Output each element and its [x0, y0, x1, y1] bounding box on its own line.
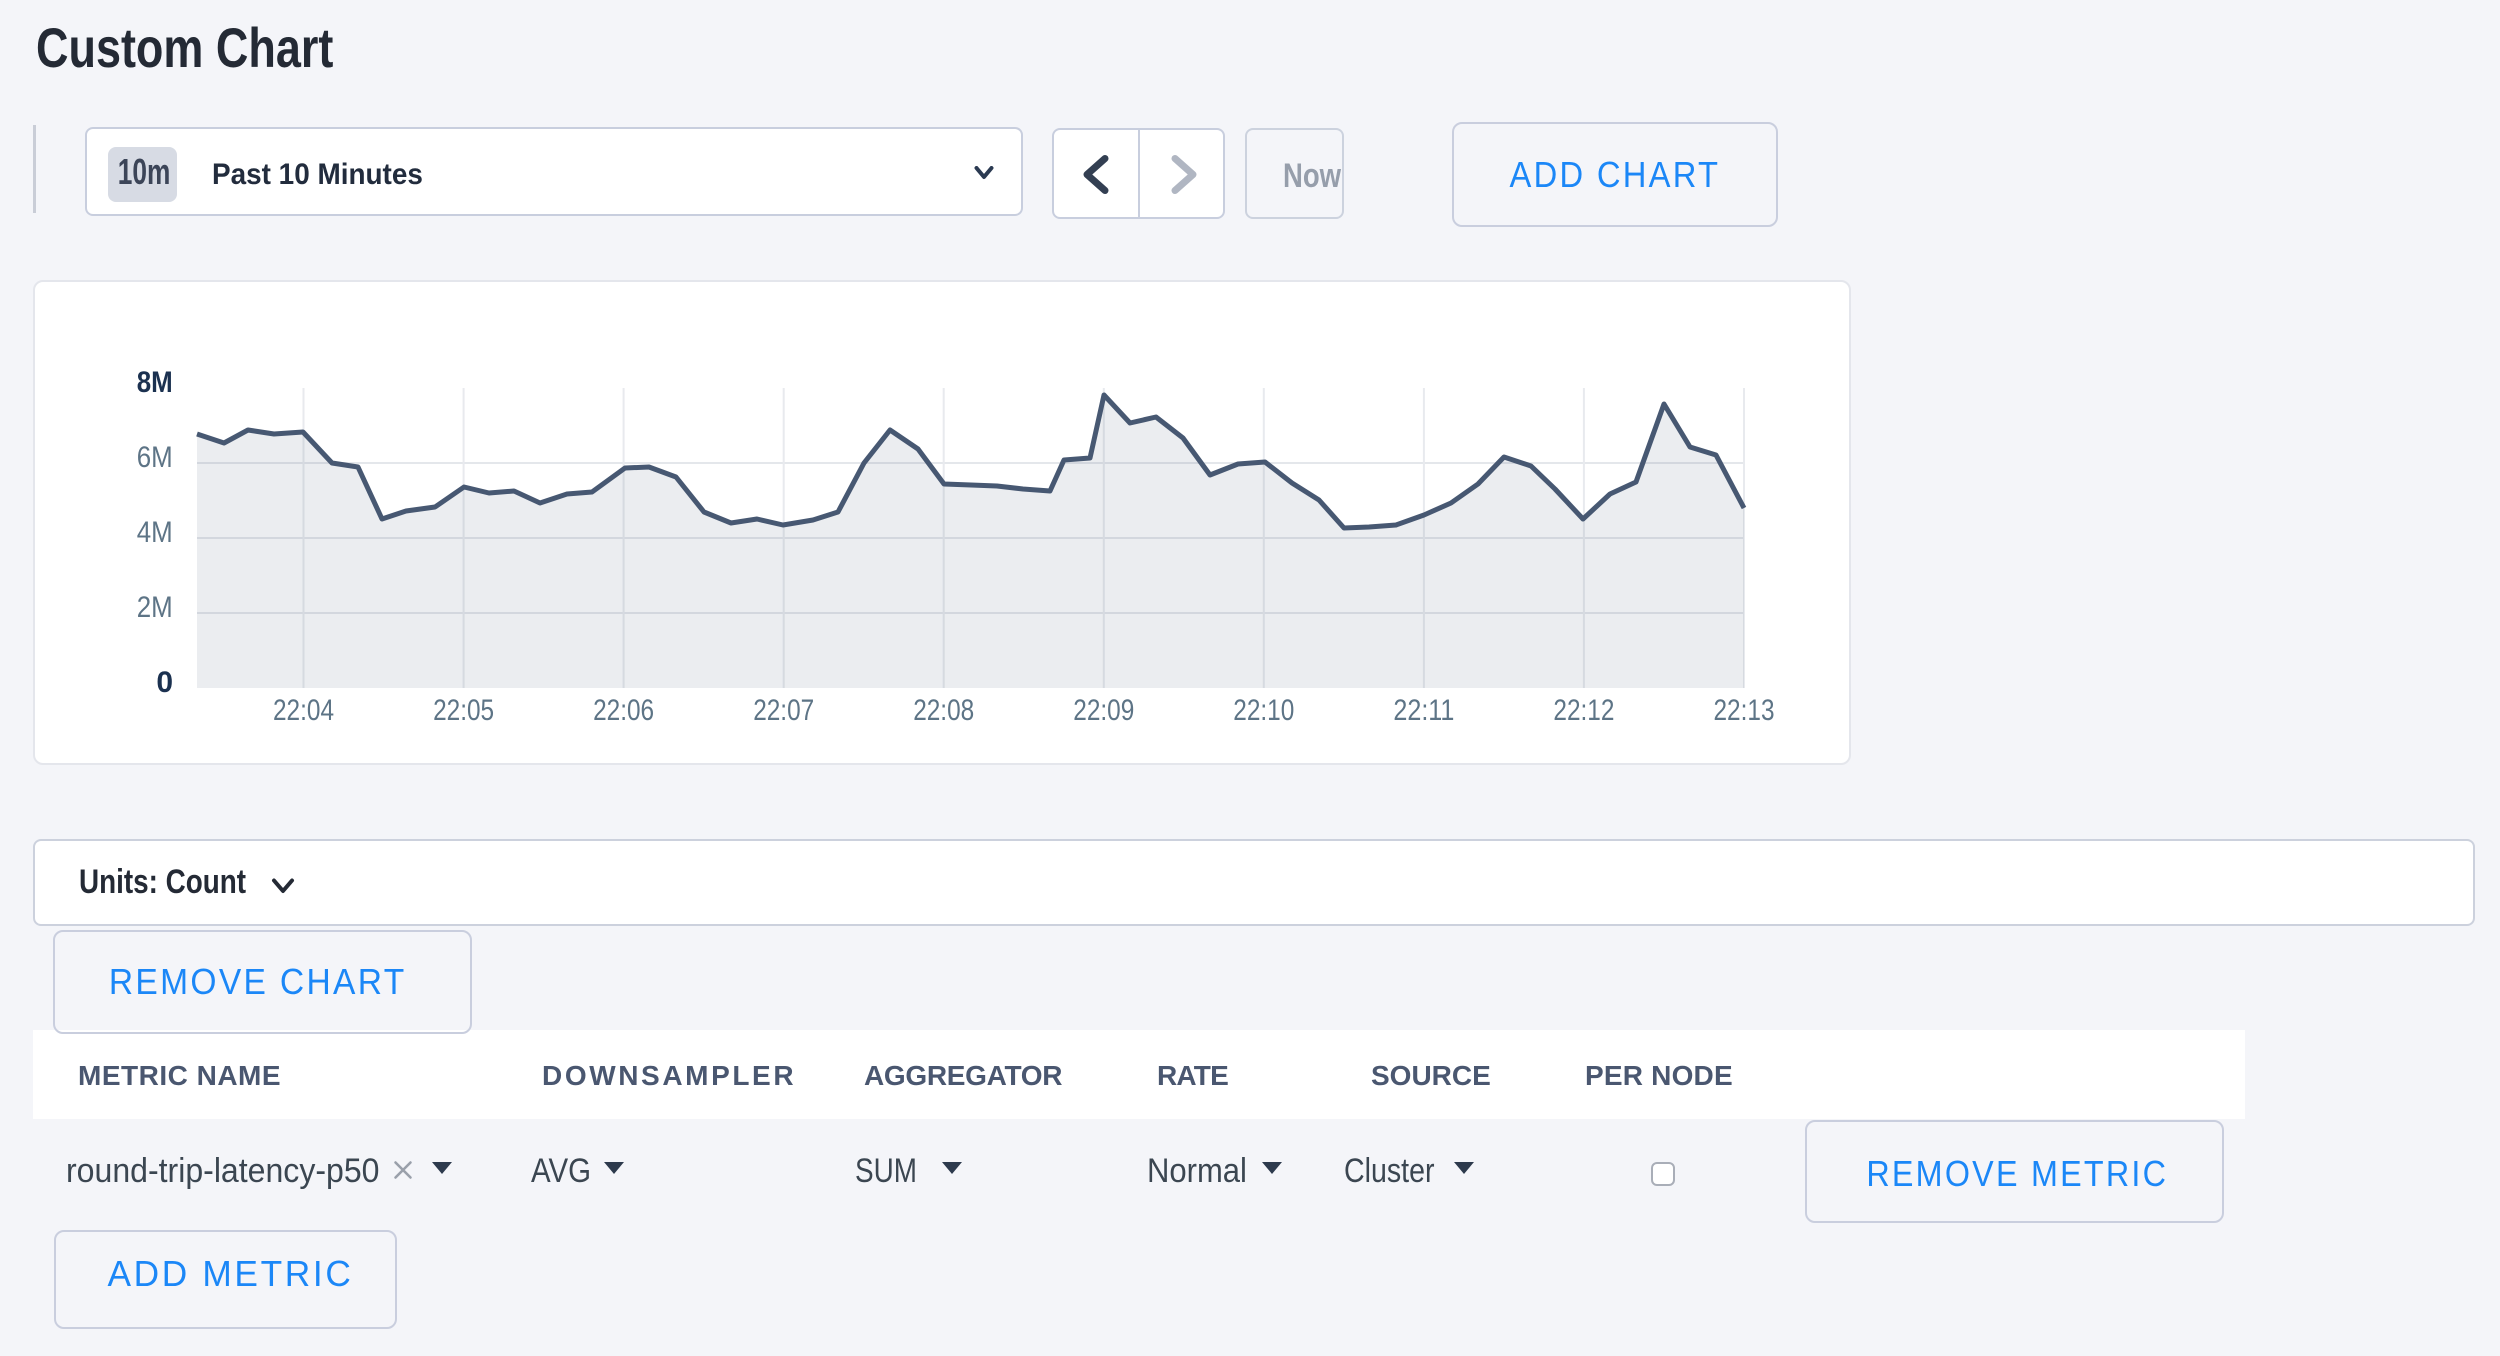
svg-text:22:13: 22:13 — [1714, 694, 1775, 727]
svg-text:22:04: 22:04 — [273, 694, 334, 727]
svg-text:22:07: 22:07 — [753, 694, 814, 727]
svg-text:22:11: 22:11 — [1393, 694, 1454, 727]
svg-text:22:10: 22:10 — [1233, 694, 1294, 727]
svg-text:22:06: 22:06 — [593, 694, 654, 727]
svg-text:22:09: 22:09 — [1073, 694, 1134, 727]
svg-text:22:05: 22:05 — [433, 694, 494, 727]
svg-text:22:08: 22:08 — [913, 694, 974, 727]
svg-text:22:12: 22:12 — [1553, 694, 1614, 727]
